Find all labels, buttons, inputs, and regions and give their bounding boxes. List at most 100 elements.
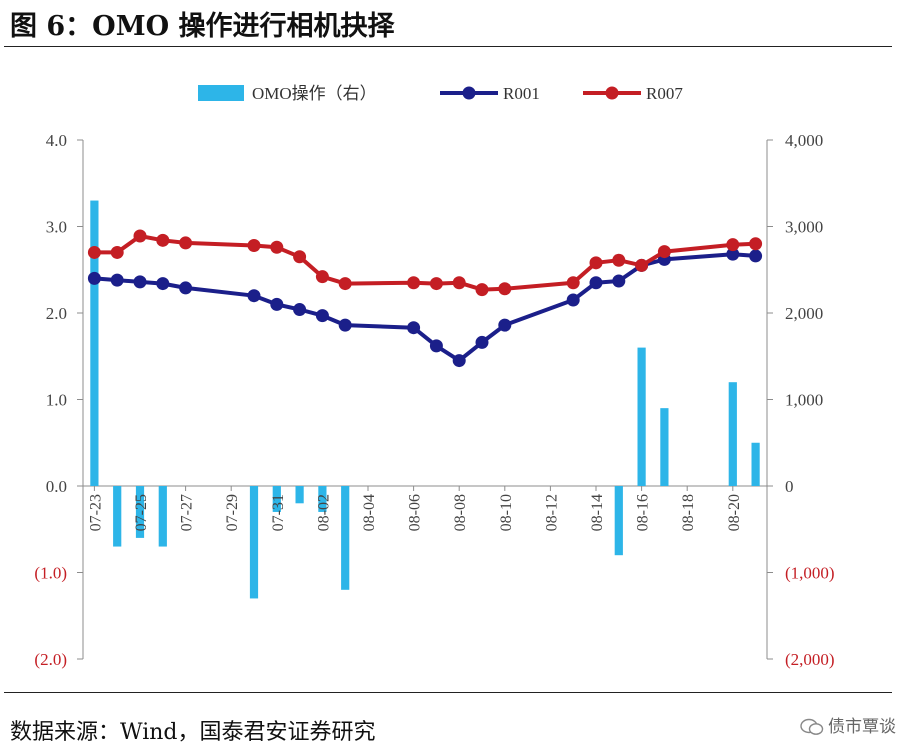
right-tick-label: 0 — [785, 477, 794, 496]
legend-omo-swatch — [198, 85, 244, 101]
r007-point — [566, 276, 580, 290]
r001-point — [338, 318, 352, 332]
left-tick-label: 1.0 — [46, 391, 67, 410]
r007-point — [87, 245, 101, 259]
r007-point — [612, 253, 626, 267]
omo-bar — [135, 486, 145, 538]
r001-point — [429, 339, 443, 353]
axes: (2.0) (1.0) 0.0 1.0 2.0 3.0 4.0 (2,000) (1,000) 0… — [34, 131, 834, 669]
r001-point — [475, 335, 489, 349]
r007-point — [110, 245, 124, 259]
legend-r001-label: R001 — [503, 84, 540, 103]
r007-point — [635, 258, 649, 272]
omo-bar — [158, 486, 167, 547]
omo-bar — [614, 486, 623, 556]
left-tick-label: (2.0) — [34, 650, 67, 669]
r001-point — [110, 273, 124, 287]
x-tick-label: 08-18 — [680, 494, 697, 531]
r001-line — [94, 252, 756, 363]
r007-point — [726, 238, 740, 252]
right-tick-label: 3,000 — [785, 218, 823, 237]
figure-title: 图 6：OMO 操作进行相机抉择 — [10, 11, 395, 42]
left-tick-label: 3.0 — [46, 218, 67, 237]
left-tick-label: 4.0 — [46, 131, 67, 150]
left-tick-label: (1.0) — [34, 564, 67, 583]
watermark: 债市覃谈 — [800, 712, 896, 737]
chart: OMO操作（右） R001 R007 (2.0) (1.0) 0.0 1.0 2.0 3.0 4… — [34, 84, 834, 669]
source-note: 数据来源：Wind，国泰君安证券研究 — [10, 720, 376, 745]
r007-point — [270, 240, 284, 254]
omo-bar — [295, 486, 304, 504]
r001-point — [270, 297, 284, 311]
r001-point — [133, 275, 147, 289]
r007-point — [293, 250, 307, 264]
r007-point — [657, 245, 671, 259]
right-tick-label: 4,000 — [785, 131, 823, 150]
omo-bar — [637, 347, 646, 486]
legend-omo-label: OMO操作（右） — [252, 84, 377, 103]
right-tick-label: 2,000 — [785, 304, 823, 323]
r007-point — [315, 270, 329, 284]
r001-point — [612, 274, 626, 288]
omo-bar — [318, 486, 327, 512]
x-tick-label: 08-20 — [726, 494, 743, 531]
r001-point — [293, 303, 307, 317]
r001-point — [179, 281, 193, 295]
right-tick-label: (1,000) — [785, 564, 835, 583]
left-tick-label: 0.0 — [46, 477, 67, 496]
x-tick-label: 07-27 — [179, 494, 196, 531]
r007-point — [452, 276, 466, 290]
x-tick-label: 08-08 — [452, 494, 469, 531]
r007-point — [179, 236, 193, 250]
x-tick-labels: 07-23 07-25 07-27 07-29 07-31 08-02 08-04 08-06… — [87, 494, 742, 531]
wechat-icon — [800, 718, 824, 735]
top-rule — [4, 46, 892, 47]
omo-bar — [90, 200, 99, 487]
r001-point — [726, 247, 740, 261]
watermark-text: 债市覃谈 — [828, 717, 896, 737]
x-tick-label: 08-16 — [635, 494, 652, 531]
x-tick-label: 07-25 — [133, 494, 150, 531]
r007-point — [133, 229, 147, 243]
x-tick-label: 08-12 — [543, 494, 560, 531]
legend-r007-label: R007 — [646, 84, 683, 103]
r007-point — [498, 282, 512, 296]
r001-point — [452, 354, 466, 368]
legend-r007-marker — [605, 86, 619, 100]
x-tick-label: 08-06 — [407, 494, 424, 531]
r001-point — [498, 318, 512, 332]
x-tick-label: 08-04 — [361, 494, 378, 531]
r001-point — [156, 277, 170, 291]
r001-point — [589, 276, 603, 290]
x-tick-label: 08-14 — [589, 494, 606, 531]
omo-bar — [660, 408, 669, 486]
x-tick-label: 08-10 — [498, 494, 515, 531]
r007-point — [589, 256, 603, 270]
rate-lines — [87, 229, 763, 368]
left-tick-label: 2.0 — [46, 304, 67, 323]
r007-point — [475, 283, 489, 297]
bottom-rule — [4, 692, 892, 693]
r001-point — [749, 249, 763, 263]
legend-r001-marker — [462, 86, 476, 100]
x-tick-label: 07-23 — [87, 494, 104, 531]
x-tick-label: 08-02 — [315, 494, 332, 531]
r001-point — [87, 271, 101, 285]
r007-line — [94, 234, 756, 292]
r007-point — [429, 277, 443, 291]
r007-point — [156, 233, 170, 247]
omo-bar — [728, 382, 737, 486]
right-tick-label: 1,000 — [785, 391, 823, 410]
omo-bar — [341, 486, 350, 590]
r001-point — [566, 293, 580, 307]
r001-point — [407, 321, 421, 335]
right-tick-label: (2,000) — [785, 650, 835, 669]
r007-point — [407, 276, 421, 290]
x-tick-label: 07-29 — [224, 494, 241, 531]
r007-point — [247, 239, 261, 253]
omo-bar — [113, 486, 122, 547]
omo-bar — [751, 442, 760, 486]
omo-bar — [272, 486, 281, 512]
omo-bars — [90, 200, 760, 599]
r007-point — [338, 277, 352, 291]
